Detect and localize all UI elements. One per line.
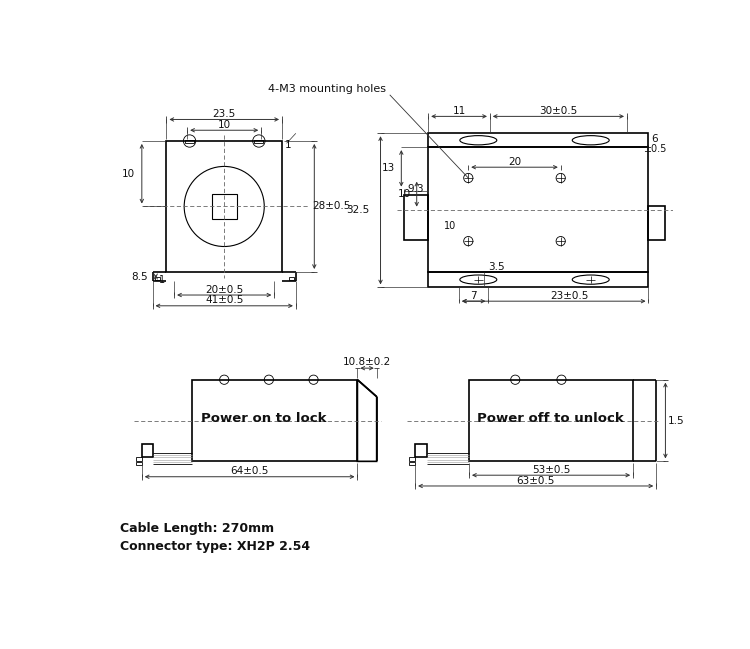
Bar bbox=[136, 458, 142, 461]
Text: ±0.5: ±0.5 bbox=[643, 143, 666, 154]
Text: 10: 10 bbox=[398, 189, 410, 199]
Bar bbox=[254, 140, 263, 143]
Text: 4-M3 mounting holes: 4-M3 mounting holes bbox=[268, 84, 386, 93]
Bar bbox=[428, 133, 649, 147]
Text: 64±0.5: 64±0.5 bbox=[230, 467, 268, 476]
Text: 3.5: 3.5 bbox=[488, 262, 504, 273]
Bar bbox=[469, 380, 633, 461]
Text: 23±0.5: 23±0.5 bbox=[550, 291, 588, 300]
Text: 63±0.5: 63±0.5 bbox=[517, 476, 555, 485]
Bar bbox=[428, 272, 649, 288]
Text: Cable Length: 270mm: Cable Length: 270mm bbox=[120, 522, 274, 535]
Text: 30±0.5: 30±0.5 bbox=[539, 106, 578, 116]
Text: 9.3: 9.3 bbox=[408, 184, 424, 194]
Bar bbox=[409, 458, 416, 461]
Text: 20: 20 bbox=[508, 157, 521, 167]
Bar bbox=[428, 147, 649, 272]
Text: 28±0.5: 28±0.5 bbox=[312, 201, 350, 212]
Text: 6: 6 bbox=[651, 134, 658, 145]
Bar bbox=[192, 380, 358, 461]
Bar bbox=[289, 276, 293, 280]
Bar bbox=[166, 141, 282, 272]
Text: 1.5: 1.5 bbox=[668, 415, 685, 426]
Text: 10: 10 bbox=[122, 169, 135, 178]
Bar bbox=[155, 276, 160, 280]
Text: 10.8±0.2: 10.8±0.2 bbox=[343, 357, 392, 367]
Bar bbox=[142, 444, 153, 458]
Text: 53±0.5: 53±0.5 bbox=[532, 465, 570, 475]
Text: 10: 10 bbox=[217, 120, 231, 130]
Text: Connector type: XH2P 2.54: Connector type: XH2P 2.54 bbox=[120, 539, 310, 552]
Bar bbox=[136, 462, 142, 465]
Text: 1: 1 bbox=[159, 275, 165, 285]
Bar bbox=[185, 140, 194, 143]
Text: 8.5: 8.5 bbox=[131, 271, 148, 282]
Text: Power off to unlock: Power off to unlock bbox=[477, 411, 623, 424]
Text: 20±0.5: 20±0.5 bbox=[205, 285, 243, 295]
Text: 23.5: 23.5 bbox=[212, 109, 236, 119]
Text: Power on to lock: Power on to lock bbox=[201, 411, 326, 424]
Bar bbox=[404, 195, 428, 239]
Text: 13: 13 bbox=[382, 164, 395, 173]
Text: 1: 1 bbox=[285, 140, 292, 150]
Text: 7: 7 bbox=[470, 291, 477, 300]
Bar bbox=[416, 444, 427, 458]
Text: 41±0.5: 41±0.5 bbox=[205, 295, 244, 306]
Bar bbox=[649, 206, 665, 239]
Bar bbox=[409, 462, 416, 465]
Text: 10: 10 bbox=[444, 221, 456, 232]
Text: 11: 11 bbox=[452, 106, 466, 116]
Text: 32.5: 32.5 bbox=[346, 205, 370, 215]
Bar bbox=[212, 194, 236, 219]
